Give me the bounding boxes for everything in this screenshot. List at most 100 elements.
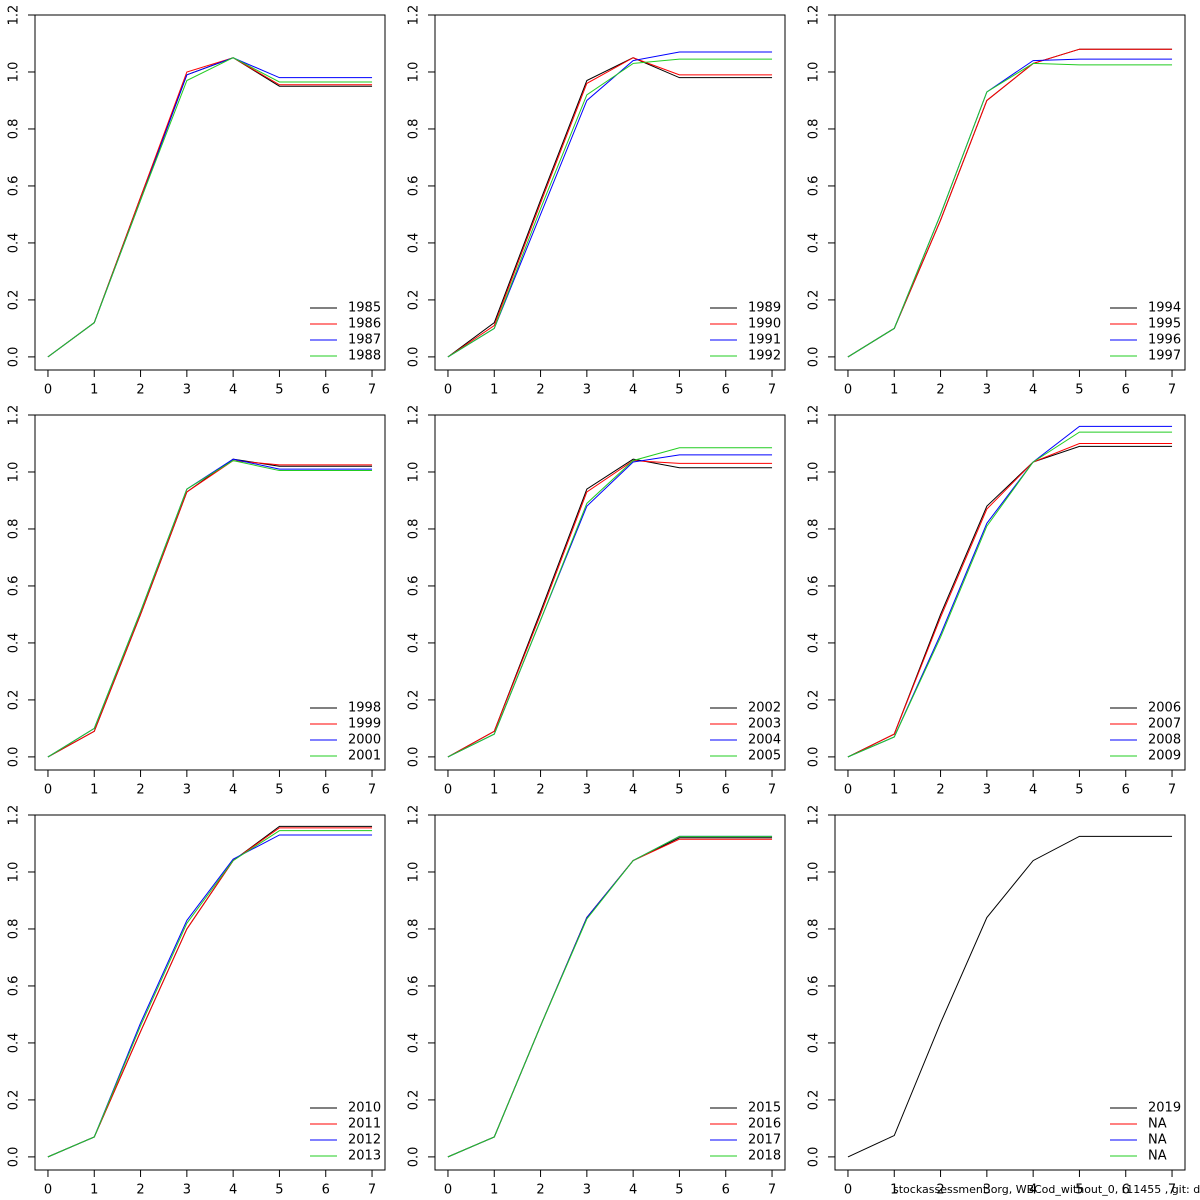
plot-box	[34, 414, 386, 771]
y-tick-label: 0.2	[807, 690, 822, 711]
y-tick-label: 0.0	[407, 1147, 422, 1168]
series-line	[447, 458, 773, 758]
x-tick-label: 3	[983, 383, 991, 398]
y-tick-label: 0.6	[407, 976, 422, 997]
x-tick-label: 6	[322, 1183, 330, 1198]
y-tick-label: 0.2	[807, 1090, 822, 1111]
y-tick-label: 0.8	[807, 119, 822, 140]
legend-label: 2016	[748, 1117, 781, 1132]
x-tick-label: 0	[844, 383, 852, 398]
x-tick-label: 6	[322, 383, 330, 398]
x-tick-label: 0	[444, 783, 452, 798]
panel: 0 1 2 3 4 5 6 70.00.20.40.60.81.01.220102011201…	[7, 805, 386, 1198]
x-tick-label: 6	[722, 783, 730, 798]
plot-box	[34, 14, 386, 371]
x-tick-label: 1	[490, 783, 498, 798]
x-tick-label: 3	[183, 783, 191, 798]
y-tick-label: 1.2	[807, 805, 822, 826]
legend-label: 1995	[1148, 317, 1181, 332]
y-tick-label: 0.4	[7, 633, 22, 654]
x-tick-label: 6	[1122, 1183, 1130, 1198]
legend-label: 2008	[1148, 733, 1181, 748]
panel: 0 1 2 3 4 5 6 70.00.20.40.60.81.01.219851986198…	[7, 5, 386, 398]
legend-label: 2013	[348, 1149, 381, 1164]
panel: 0 1 2 3 4 5 6 70.00.20.40.60.81.01.220022003200…	[407, 405, 786, 798]
legend-label: 2007	[1148, 717, 1181, 732]
legend-label: 2012	[348, 1133, 381, 1148]
y-tick-label: 0.4	[407, 1033, 422, 1054]
series-line	[447, 454, 773, 758]
series-line	[47, 57, 373, 358]
y-tick-label: 0.4	[407, 233, 422, 254]
y-tick-label: 1.0	[407, 862, 422, 883]
series-line	[447, 837, 773, 1158]
panel: 0 1 2 3 4 5 6 70.00.20.40.60.81.01.219981999200…	[7, 405, 386, 798]
series-line	[47, 57, 373, 358]
y-tick-label: 0.4	[807, 233, 822, 254]
x-tick-label: 4	[629, 1183, 637, 1198]
legend-label: 1998	[348, 701, 381, 716]
x-tick-label: 7	[368, 383, 376, 398]
series-line	[847, 431, 1173, 758]
x-tick-label: 5	[675, 783, 683, 798]
y-tick-label: 0.2	[7, 1090, 22, 1111]
legend-label: 2003	[748, 717, 781, 732]
x-tick-label: 3	[583, 1183, 591, 1198]
y-tick-label: 0.0	[807, 347, 822, 368]
x-tick-label: 3	[183, 1183, 191, 1198]
x-tick-label: 5	[1075, 1183, 1083, 1198]
y-tick-label: 0.2	[7, 690, 22, 711]
legend-label: 1997	[1148, 349, 1181, 364]
series-line	[47, 57, 373, 358]
x-tick-label: 2	[536, 383, 544, 398]
y-tick-label: 1.0	[7, 462, 22, 483]
series-line	[47, 830, 373, 1158]
series-line	[47, 458, 373, 758]
x-tick-label: 6	[1122, 783, 1130, 798]
y-tick-label: 0.4	[807, 1033, 822, 1054]
plot-box	[834, 814, 1186, 1171]
x-tick-label: 7	[368, 1183, 376, 1198]
legend-label: 1994	[1148, 301, 1181, 316]
series-line	[47, 57, 373, 358]
x-tick-label: 4	[629, 783, 637, 798]
x-tick-label: 2	[536, 783, 544, 798]
legend-label: 2005	[748, 749, 781, 764]
x-tick-label: 6	[722, 383, 730, 398]
x-tick-label: 7	[368, 783, 376, 798]
y-tick-label: 0.4	[7, 233, 22, 254]
x-tick-label: 5	[275, 1183, 283, 1198]
series-line	[847, 48, 1173, 358]
y-tick-label: 0.8	[7, 119, 22, 140]
x-tick-label: 5	[275, 783, 283, 798]
y-tick-label: 0.2	[407, 690, 422, 711]
legend-label: 2011	[348, 1117, 381, 1132]
legend-label: 2002	[748, 701, 781, 716]
legend-label: NA	[1148, 1117, 1167, 1132]
legend-label: 2018	[748, 1149, 781, 1164]
y-tick-label: 0.8	[7, 519, 22, 540]
y-tick-label: 0.6	[407, 576, 422, 597]
series-line	[847, 835, 1173, 1158]
y-tick-label: 0.0	[7, 747, 22, 768]
y-tick-label: 0.2	[807, 290, 822, 311]
legend-label: 2009	[1148, 749, 1181, 764]
y-tick-label: 1.0	[7, 862, 22, 883]
x-tick-label: 5	[275, 383, 283, 398]
x-tick-label: 1	[90, 1183, 98, 1198]
x-tick-label: 5	[675, 383, 683, 398]
y-tick-label: 0.6	[7, 576, 22, 597]
y-tick-label: 0.8	[807, 519, 822, 540]
series-line	[447, 835, 773, 1158]
x-tick-label: 0	[44, 1183, 52, 1198]
x-tick-label: 1	[890, 783, 898, 798]
x-tick-label: 2	[936, 1183, 944, 1198]
x-tick-label: 3	[583, 783, 591, 798]
series-line	[447, 57, 773, 358]
legend-label: 1992	[748, 349, 781, 364]
legend-label: 1996	[1148, 333, 1181, 348]
plot-box	[834, 14, 1186, 371]
series-line	[847, 62, 1173, 358]
series-line	[447, 447, 773, 758]
